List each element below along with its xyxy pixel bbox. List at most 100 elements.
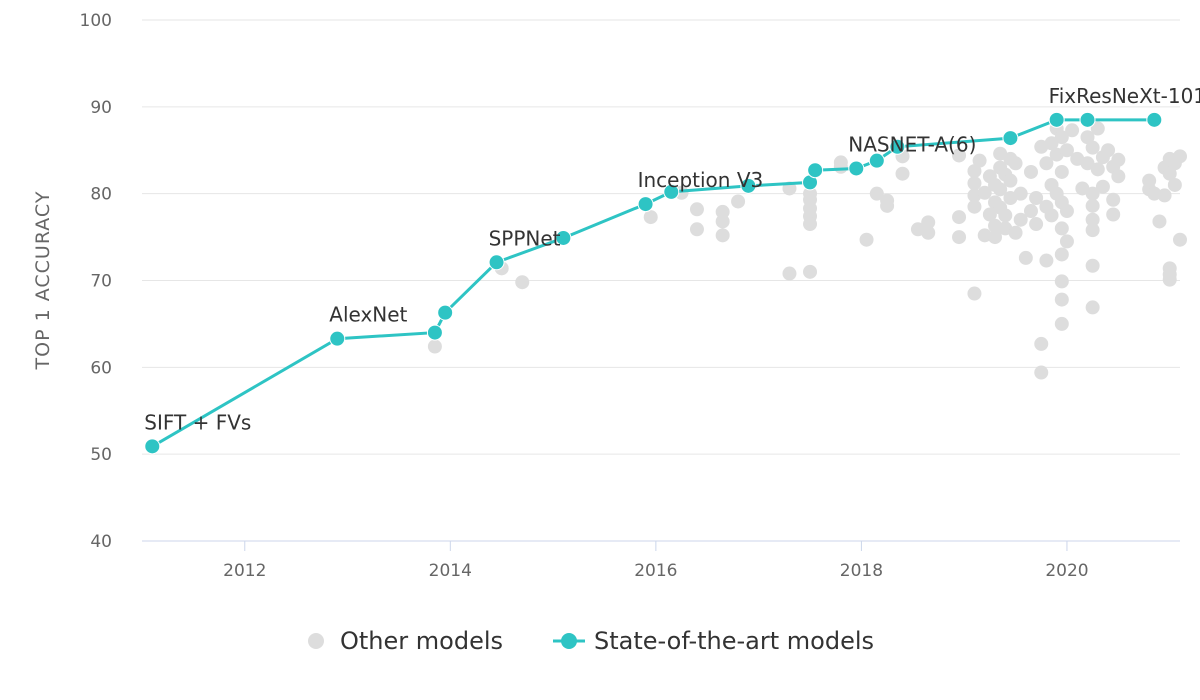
other-model-point[interactable]: [1065, 123, 1080, 138]
other-model-point[interactable]: [1054, 247, 1069, 262]
other-model-point[interactable]: [1111, 152, 1126, 167]
other-model-point[interactable]: [689, 202, 704, 217]
other-model-point[interactable]: [1147, 186, 1162, 201]
other-model-point[interactable]: [1054, 316, 1069, 331]
other-model-point[interactable]: [1111, 169, 1126, 184]
other-model-point[interactable]: [1090, 162, 1105, 177]
other-model-point[interactable]: [1054, 274, 1069, 289]
other-model-point[interactable]: [1080, 156, 1095, 171]
sota-model-point[interactable]: [889, 138, 906, 155]
other-model-point[interactable]: [977, 185, 992, 200]
other-model-point[interactable]: [1059, 143, 1074, 158]
sota-model-point[interactable]: [1146, 111, 1163, 128]
other-model-point[interactable]: [1162, 166, 1177, 181]
sota-model-point[interactable]: [555, 229, 572, 246]
other-model-point[interactable]: [1085, 198, 1100, 213]
other-model-point[interactable]: [1106, 207, 1121, 222]
other-model-point[interactable]: [715, 228, 730, 243]
legend[interactable]: Other models State-of-the-art models: [308, 627, 874, 655]
other-model-point[interactable]: [1029, 217, 1044, 232]
other-model-point[interactable]: [1162, 272, 1177, 287]
sota-model-point[interactable]: [663, 183, 680, 200]
other-model-point[interactable]: [1044, 136, 1059, 151]
other-model-point[interactable]: [998, 208, 1013, 223]
other-model-point[interactable]: [803, 217, 818, 232]
other-model-point[interactable]: [993, 182, 1008, 197]
other-model-point[interactable]: [869, 186, 884, 201]
other-model-point[interactable]: [515, 275, 530, 290]
other-model-point[interactable]: [921, 215, 936, 230]
other-model-point[interactable]: [1157, 188, 1172, 203]
sota-model-point[interactable]: [1002, 130, 1019, 147]
sota-model-point[interactable]: [848, 160, 865, 177]
sota-model-point[interactable]: [807, 162, 824, 179]
other-model-point[interactable]: [880, 198, 895, 213]
other-model-point[interactable]: [1023, 164, 1038, 179]
other-model-point[interactable]: [643, 210, 658, 225]
other-model-point[interactable]: [1059, 234, 1074, 249]
other-model-point[interactable]: [1059, 204, 1074, 219]
other-model-point[interactable]: [1054, 292, 1069, 307]
sota-model-point[interactable]: [437, 304, 454, 321]
sota-model-point[interactable]: [144, 438, 161, 455]
other-model-point[interactable]: [1080, 130, 1095, 145]
other-model-point[interactable]: [859, 232, 874, 247]
other-model-point[interactable]: [972, 153, 987, 168]
other-model-point[interactable]: [1167, 177, 1182, 192]
other-model-point[interactable]: [1039, 253, 1054, 268]
sota-model-point[interactable]: [740, 177, 757, 194]
other-model-point[interactable]: [977, 228, 992, 243]
other-model-point[interactable]: [967, 164, 982, 179]
sota-model-point[interactable]: [868, 152, 885, 169]
other-model-point[interactable]: [1044, 208, 1059, 223]
other-model-point[interactable]: [689, 222, 704, 237]
other-model-point[interactable]: [715, 214, 730, 229]
other-model-point[interactable]: [1085, 212, 1100, 227]
other-model-point[interactable]: [1054, 164, 1069, 179]
other-model-point[interactable]: [921, 225, 936, 240]
other-model-point[interactable]: [1018, 250, 1033, 265]
legend-item-other-models[interactable]: Other models: [308, 627, 503, 655]
sota-model-point[interactable]: [1048, 111, 1065, 128]
other-model-point[interactable]: [967, 199, 982, 214]
other-model-point[interactable]: [988, 230, 1003, 245]
sota-model-point[interactable]: [426, 324, 443, 341]
other-model-point[interactable]: [1152, 214, 1167, 229]
other-model-point[interactable]: [1085, 300, 1100, 315]
other-model-point[interactable]: [967, 176, 982, 191]
other-model-point[interactable]: [1085, 223, 1100, 238]
other-model-point[interactable]: [1013, 212, 1028, 227]
other-model-point[interactable]: [952, 230, 967, 245]
other-model-point[interactable]: [1173, 232, 1187, 247]
other-model-point[interactable]: [1034, 336, 1049, 351]
other-model-point[interactable]: [1173, 149, 1187, 164]
other-model-point[interactable]: [833, 159, 848, 174]
other-model-point[interactable]: [1023, 204, 1038, 219]
other-model-point[interactable]: [1013, 186, 1028, 201]
other-model-point[interactable]: [1054, 130, 1069, 145]
other-model-point[interactable]: [952, 210, 967, 225]
other-model-point[interactable]: [1039, 156, 1054, 171]
other-model-point[interactable]: [1101, 143, 1116, 158]
other-model-point[interactable]: [1003, 173, 1018, 188]
other-model-point[interactable]: [1008, 156, 1023, 171]
sota-model-point[interactable]: [488, 254, 505, 271]
other-model-point[interactable]: [1085, 258, 1100, 273]
sota-model-point[interactable]: [1079, 111, 1096, 128]
other-model-point[interactable]: [1106, 192, 1121, 207]
other-model-point[interactable]: [895, 166, 910, 181]
other-model-point[interactable]: [1095, 179, 1110, 194]
other-model-point[interactable]: [1090, 121, 1105, 136]
other-model-point[interactable]: [731, 194, 746, 209]
other-model-point[interactable]: [982, 207, 997, 222]
legend-item-sota-models[interactable]: State-of-the-art models: [553, 627, 874, 655]
other-model-point[interactable]: [427, 339, 442, 354]
other-model-point[interactable]: [1029, 191, 1044, 206]
other-model-point[interactable]: [1085, 140, 1100, 155]
sota-model-point[interactable]: [637, 196, 654, 213]
other-model-point[interactable]: [1034, 365, 1049, 380]
other-model-point[interactable]: [803, 264, 818, 279]
sota-model-point[interactable]: [329, 330, 346, 347]
other-model-point[interactable]: [967, 286, 982, 301]
other-model-point[interactable]: [952, 148, 967, 163]
